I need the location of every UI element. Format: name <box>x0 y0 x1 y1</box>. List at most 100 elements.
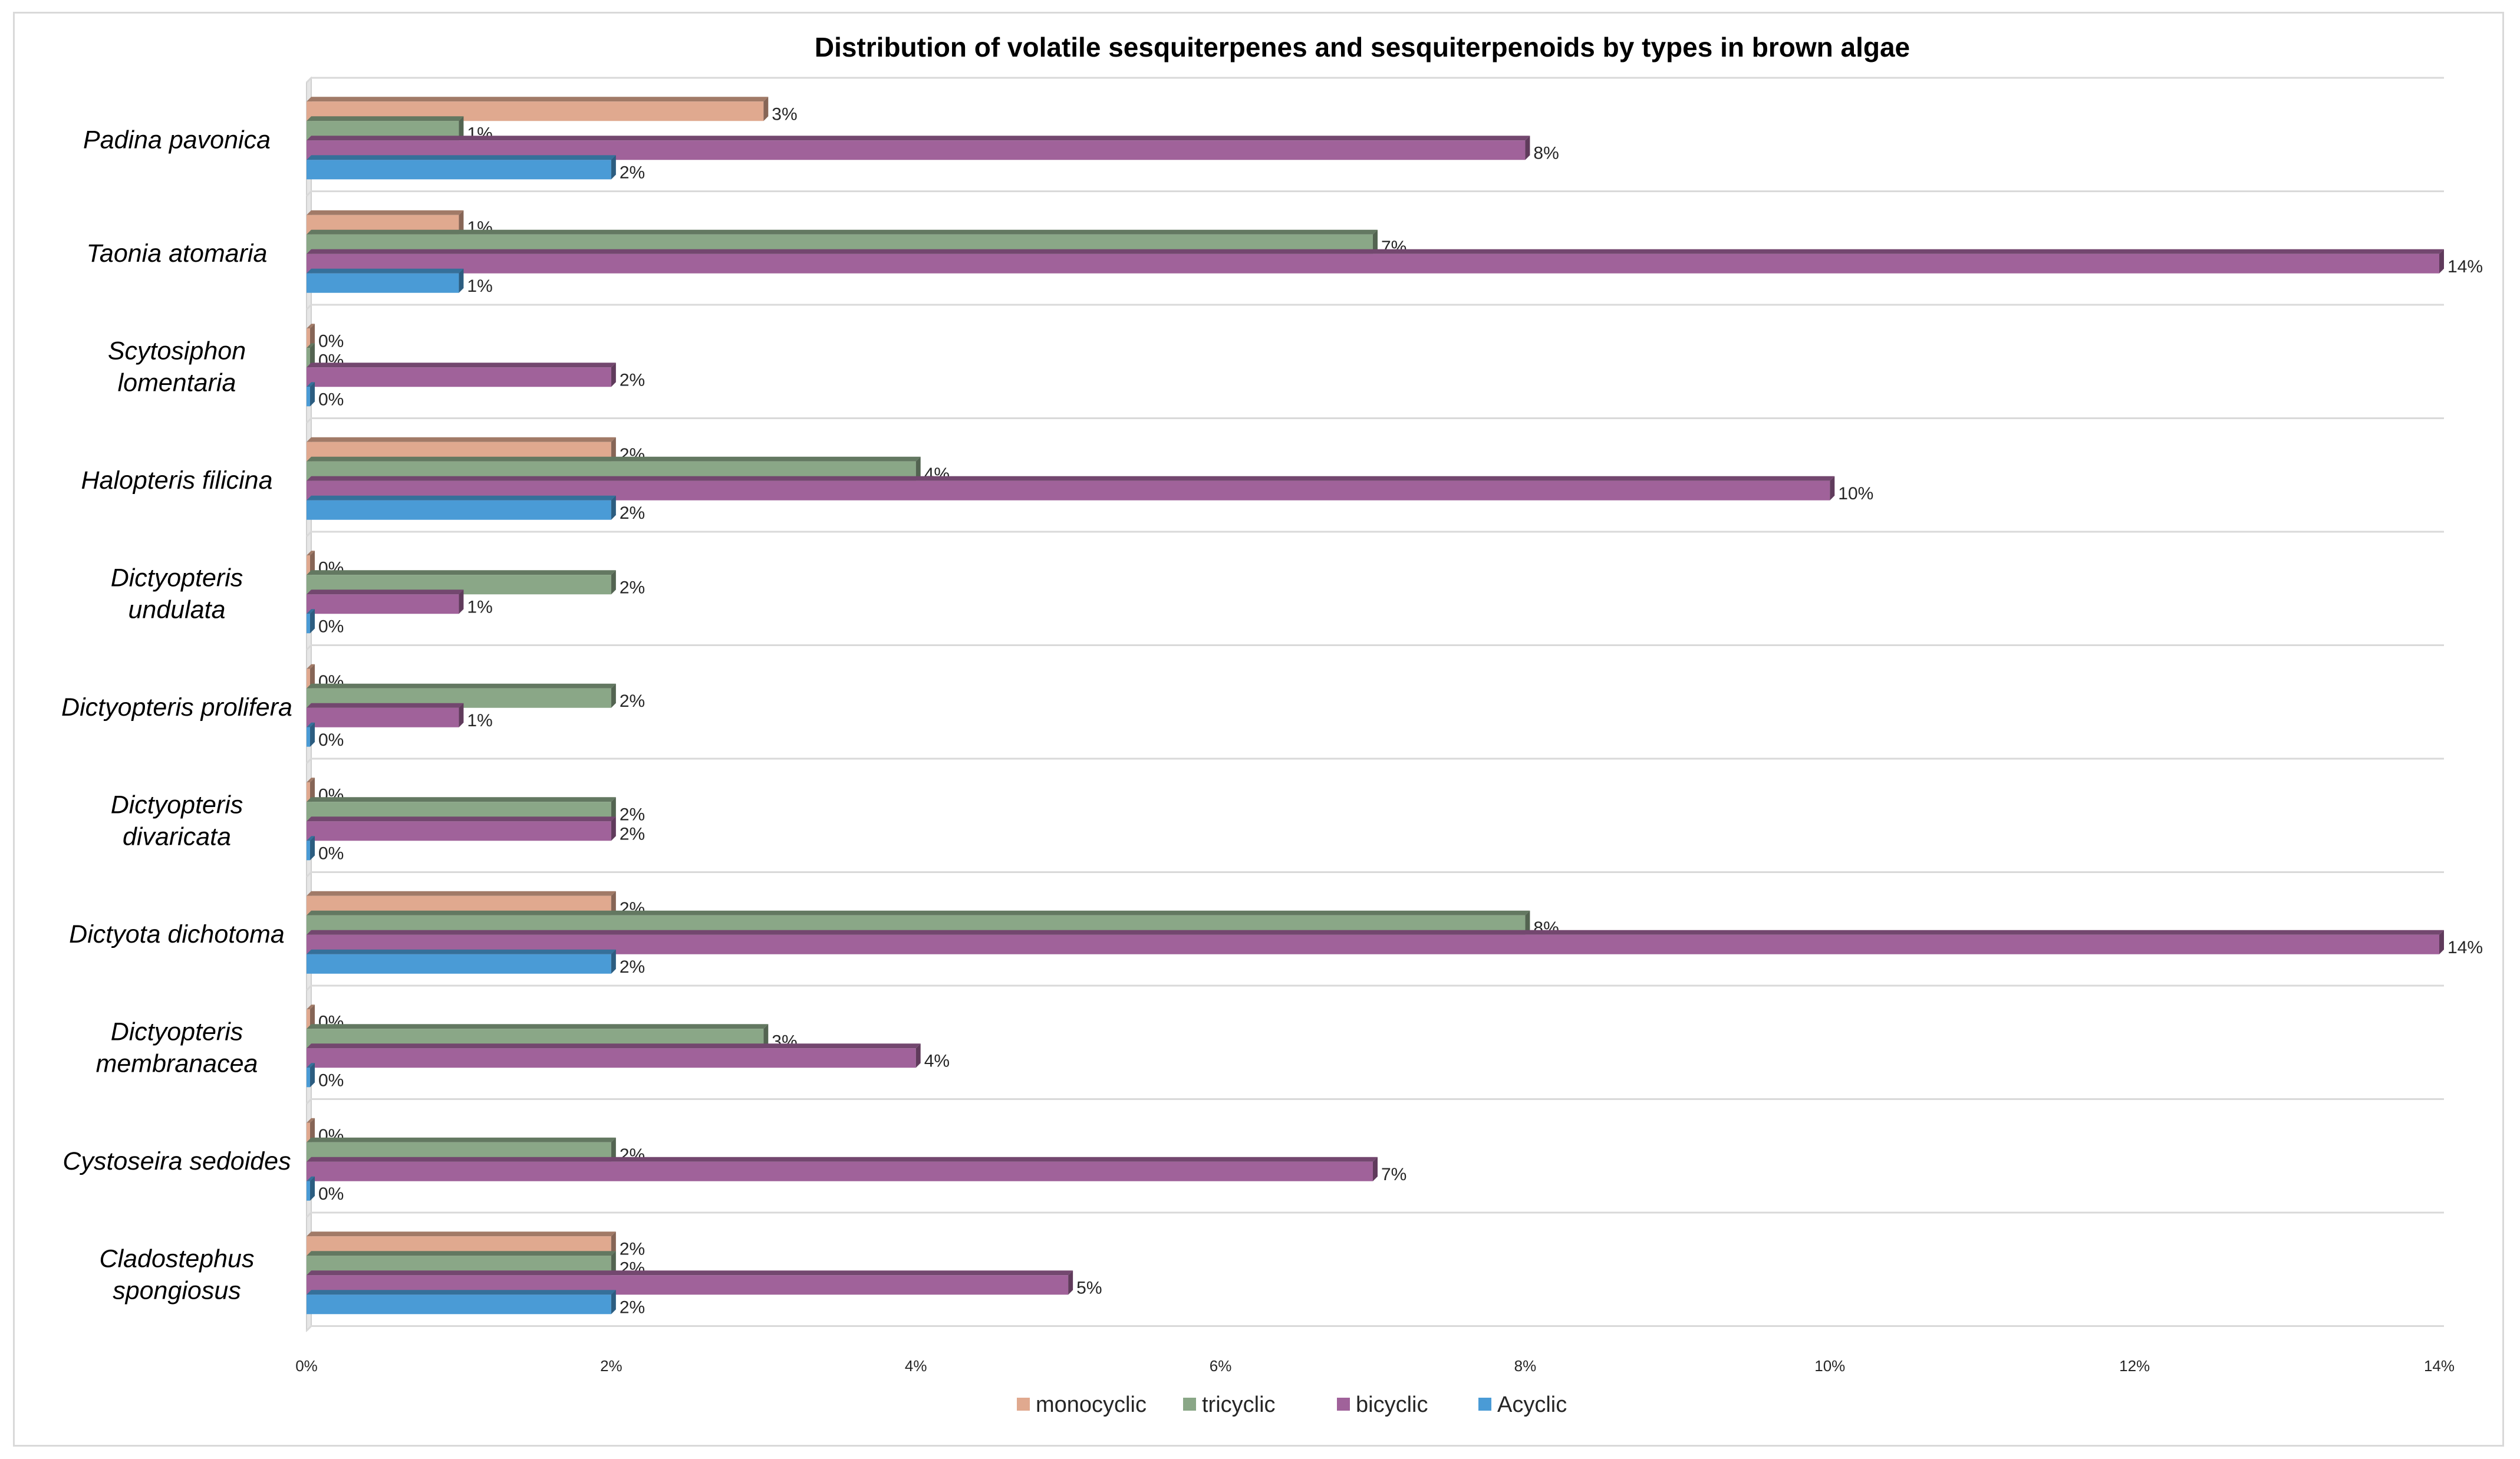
bar-top-face <box>307 1176 315 1181</box>
bar-top-face <box>307 1270 1073 1276</box>
data-label: 0% <box>318 730 344 750</box>
legend-swatch <box>1478 1398 1491 1411</box>
data-label: 2% <box>620 578 645 597</box>
bar-top-face <box>307 1157 1378 1162</box>
category-label: Cystoseira sedoides <box>62 1147 291 1175</box>
bar-top-face <box>307 1024 769 1029</box>
bar-top-face <box>307 1004 315 1010</box>
bar <box>307 934 2439 954</box>
bar-top-face <box>307 703 464 708</box>
bar-top-face <box>307 683 616 689</box>
data-label: 2% <box>620 503 645 523</box>
data-label: 2% <box>620 691 645 711</box>
gridline <box>305 77 2444 84</box>
bar-side-face <box>1830 476 1835 500</box>
bar-side-face <box>459 589 464 614</box>
bar-side-face <box>310 836 315 861</box>
bar-top-face <box>307 949 616 954</box>
gridline <box>305 531 2444 538</box>
bar-top-face <box>307 1251 616 1256</box>
category-label: Dictyota dichotoma <box>69 920 285 948</box>
bar <box>307 273 459 293</box>
bar-side-face <box>611 363 616 387</box>
bar <box>307 1181 310 1201</box>
bar-side-face <box>611 797 616 822</box>
category-label: spongiosus <box>113 1276 241 1305</box>
data-label: 0% <box>318 331 344 351</box>
bar-side-face <box>310 551 315 575</box>
bar-top-face <box>307 1231 616 1237</box>
bar-top-face <box>307 1063 315 1068</box>
bar-top-face <box>307 437 616 442</box>
bar-top-face <box>307 229 1378 235</box>
bar-top-face <box>307 570 616 575</box>
bar-top-face <box>307 116 464 121</box>
bar-top-face <box>307 1118 315 1123</box>
bar-side-face <box>1068 1270 1073 1295</box>
legend-swatch <box>1017 1398 1030 1411</box>
bar-top-face <box>307 664 315 669</box>
category-label: Dictyopteris prolifera <box>61 693 292 722</box>
x-tick-label: 12% <box>2119 1357 2150 1375</box>
bar-top-face <box>307 1043 921 1049</box>
bar-side-face <box>1373 229 1378 254</box>
bar-side-face <box>310 343 315 368</box>
bar-side-face <box>459 703 464 727</box>
x-tick-label: 6% <box>1210 1357 1232 1375</box>
gridline <box>305 984 2444 992</box>
data-label: 0% <box>318 390 344 409</box>
bar-top-face <box>307 551 315 556</box>
bar <box>307 1161 1373 1181</box>
gridline <box>305 758 2444 765</box>
bar <box>307 821 611 841</box>
data-label: 0% <box>318 617 344 636</box>
data-label: 2% <box>620 1239 645 1259</box>
legend-label: bicyclic <box>1356 1392 1428 1417</box>
gridline <box>305 190 2444 197</box>
bar <box>307 1048 916 1068</box>
bar-side-face <box>310 778 315 802</box>
legend-label: Acyclic <box>1497 1392 1567 1417</box>
bar-top-face <box>307 930 2444 935</box>
data-label: 1% <box>467 711 492 730</box>
data-label: 2% <box>620 370 645 390</box>
legend-swatch <box>1183 1398 1196 1411</box>
data-label: 0% <box>318 1184 344 1204</box>
bar-side-face <box>611 1290 616 1315</box>
bar-top-face <box>307 210 464 215</box>
category-label: undulata <box>129 595 226 624</box>
bar-side-face <box>611 1251 616 1276</box>
bar-side-face <box>459 210 464 235</box>
data-label: 1% <box>467 597 492 617</box>
bar-side-face <box>915 1043 921 1068</box>
data-label: 8% <box>1533 143 1559 163</box>
bar-side-face <box>310 324 315 348</box>
bar <box>307 500 611 520</box>
category-label: Padina pavonica <box>83 126 271 154</box>
gridline <box>305 871 2444 878</box>
bar-side-face <box>310 722 315 747</box>
data-label: 2% <box>620 824 645 844</box>
bar-side-face <box>611 155 616 180</box>
bar-top-face <box>307 722 315 727</box>
bar-side-face <box>310 1118 315 1142</box>
data-label: 7% <box>1381 1165 1406 1184</box>
bar <box>307 1009 310 1029</box>
bar <box>307 160 611 180</box>
category-label: Dictyopteris <box>111 1017 243 1046</box>
bar <box>307 841 310 861</box>
bar-side-face <box>310 1063 315 1088</box>
bar-side-face <box>2439 249 2444 274</box>
bar <box>307 707 459 727</box>
bar-top-face <box>307 324 315 329</box>
data-label: 4% <box>924 1051 950 1071</box>
bar <box>307 387 310 407</box>
bar-top-face <box>307 382 315 387</box>
bar <box>307 668 310 689</box>
bar-side-face <box>915 456 921 481</box>
gridline <box>305 417 2444 424</box>
bar-side-face <box>611 495 616 520</box>
legend: monocyclic tricyclic bicyclic Acyclic <box>1017 1392 1567 1417</box>
data-label: 2% <box>620 1297 645 1317</box>
data-label: 3% <box>772 104 797 124</box>
